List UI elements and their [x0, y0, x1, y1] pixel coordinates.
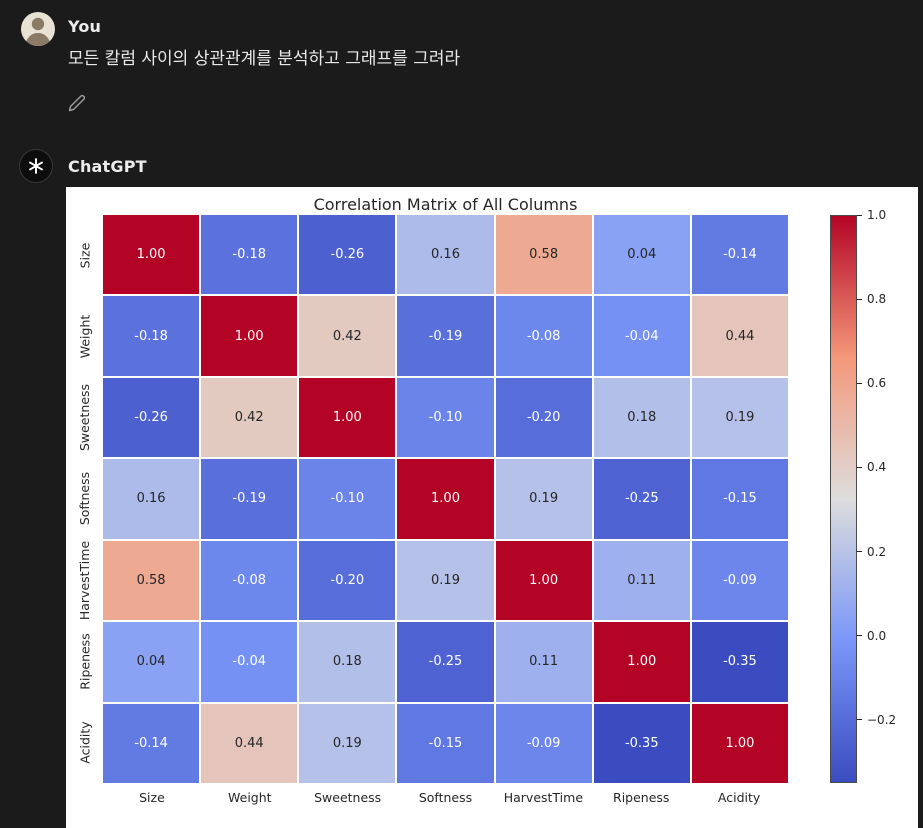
heatmap-cell-Weight-Weight: 1.00 — [201, 296, 298, 376]
y-axis-label-Sweetness: Sweetness — [77, 384, 93, 452]
heatmap-cell-HarvestTime-Ripeness: 0.11 — [593, 540, 690, 621]
heatmap-cell-Weight-Ripeness: -0.04 — [593, 296, 690, 376]
heatmap-cell-Size-Ripeness: 0.04 — [593, 215, 690, 295]
heatmap-cell-Sweetness-Size: -0.26 — [103, 377, 200, 458]
x-axis-label-Sweetness: Sweetness — [314, 790, 382, 805]
heatmap-cell-Sweetness-Ripeness: 0.18 — [593, 377, 690, 458]
heatmap-cell-Sweetness-Acidity: 0.19 — [691, 377, 788, 458]
heatmap-cell-Acidity-Acidity: 1.00 — [691, 703, 788, 783]
heatmap-cell-Ripeness-Size: 0.04 — [103, 622, 200, 702]
heatmap-cell-Size-Weight: -0.18 — [201, 215, 298, 295]
heatmap-cell-Ripeness-Sweetness: 0.18 — [299, 622, 396, 702]
y-axis-label-Ripeness: Ripeness — [77, 633, 93, 690]
heatmap-cell-Sweetness-Weight: 0.42 — [201, 377, 298, 458]
colorbar-tick-0.8: 0.8 — [857, 292, 886, 306]
heatmap-cell-Acidity-Sweetness: 0.19 — [299, 703, 396, 783]
heatmap-cell-Weight-Softness: -0.19 — [397, 296, 494, 376]
heatmap-cell-Weight-Size: -0.18 — [103, 296, 200, 376]
heatmap-cell-Weight-HarvestTime: -0.08 — [495, 296, 592, 376]
heatmap-cell-Acidity-Ripeness: -0.35 — [593, 703, 690, 783]
colorbar-gradient — [830, 215, 857, 783]
colorbar-tick-0.6: 0.6 — [857, 376, 886, 390]
heatmap-cell-Weight-Sweetness: 0.42 — [299, 296, 396, 376]
heatmap-cell-Softness-Acidity: -0.15 — [691, 459, 788, 539]
correlation-heatmap-image[interactable]: Correlation Matrix of All Columns Size We… — [66, 187, 918, 828]
y-axis-label-HarvestTime: HarvestTime — [77, 540, 93, 620]
heatmap-cell-HarvestTime-Sweetness: -0.20 — [299, 540, 396, 621]
heatmap-cell-HarvestTime-Softness: 0.19 — [397, 540, 494, 621]
heatmap-cell-Softness-Softness: 1.00 — [397, 459, 494, 539]
heatmap-cell-Sweetness-Sweetness: 1.00 — [299, 377, 396, 458]
heatmap-cell-Size-Size: 1.00 — [103, 215, 200, 295]
edit-pencil-icon — [68, 94, 86, 112]
heatmap-cell-Size-Acidity: -0.14 — [691, 215, 788, 295]
heatmap-cell-Softness-HarvestTime: 0.19 — [495, 459, 592, 539]
heatmap-cell-Softness-Ripeness: -0.25 — [593, 459, 690, 539]
y-axis-label-Softness: Softness — [77, 472, 93, 526]
x-axis-label-Softness: Softness — [418, 790, 473, 805]
heatmap-cell-Size-Softness: 0.16 — [397, 215, 494, 295]
user-message-text: 모든 칼럼 사이의 상관관계를 분석하고 그래프를 그려라 — [68, 49, 461, 69]
heatmap-cell-Softness-Size: 0.16 — [103, 459, 200, 539]
heatmap-cell-Size-Sweetness: -0.26 — [299, 215, 396, 295]
heatmap-cell-Acidity-HarvestTime: -0.09 — [495, 703, 592, 783]
chart-title: Correlation Matrix of All Columns — [313, 195, 578, 214]
colorbar: 1.0 0.8 0.6 0.4 0.2 0.0 −0.2 — [830, 208, 920, 783]
heatmap-cell-HarvestTime-Size: 0.58 — [103, 540, 200, 621]
chatgpt-avatar — [19, 149, 53, 183]
heatmap-grid: 1.00 -0.18 -0.26 0.16 0.58 0.04 -0.14 -0.18 1.00… — [103, 215, 788, 783]
assistant-name: ChatGPT — [68, 157, 147, 176]
colorbar-tick-0.2: 0.2 — [857, 545, 886, 559]
x-axis-label-Acidity: Acidity — [717, 790, 761, 805]
heatmap-cell-Ripeness-HarvestTime: 0.11 — [495, 622, 592, 702]
user-photo-icon — [24, 17, 52, 46]
heatmap-cell-HarvestTime-Weight: -0.08 — [201, 540, 298, 621]
heatmap-cell-Acidity-Softness: -0.15 — [397, 703, 494, 783]
heatmap-cell-Weight-Acidity: 0.44 — [691, 296, 788, 376]
heatmap-x-axis-labels: Size Weight Sweetness Softness HarvestTime Ri… — [103, 790, 788, 805]
heatmap-cell-Ripeness-Weight: -0.04 — [201, 622, 298, 702]
heatmap-cell-Acidity-Weight: 0.44 — [201, 703, 298, 783]
heatmap-cell-HarvestTime-HarvestTime: 1.00 — [495, 540, 592, 621]
heatmap-cell-Sweetness-Softness: -0.10 — [397, 377, 494, 458]
x-axis-label-Weight: Weight — [228, 790, 272, 805]
user-avatar — [21, 12, 55, 46]
user-name: You — [68, 17, 102, 36]
heatmap-cell-Acidity-Size: -0.14 — [103, 703, 200, 783]
heatmap-cell-Ripeness-Ripeness: 1.00 — [593, 622, 690, 702]
x-axis-label-Ripeness: Ripeness — [613, 790, 670, 805]
colorbar-tick-−0.2: −0.2 — [857, 713, 896, 727]
x-axis-label-Size: Size — [139, 790, 165, 805]
colorbar-tick-1.0: 1.0 — [857, 208, 886, 222]
colorbar-tick-0.0: 0.0 — [857, 629, 886, 643]
y-axis-label-Acidity: Acidity — [77, 721, 93, 764]
y-axis-label-Size: Size — [77, 242, 93, 269]
edit-message-button[interactable] — [64, 90, 90, 116]
heatmap-cell-HarvestTime-Acidity: -0.09 — [691, 540, 788, 621]
heatmap-cell-Ripeness-Softness: -0.25 — [397, 622, 494, 702]
x-axis-label-HarvestTime: HarvestTime — [503, 790, 584, 805]
heatmap-cell-Softness-Weight: -0.19 — [201, 459, 298, 539]
heatmap-y-axis-labels: Size Weight Sweetness Softness HarvestTime Ri… — [70, 215, 100, 783]
openai-logo-icon — [29, 158, 43, 174]
heatmap-cell-Softness-Sweetness: -0.10 — [299, 459, 396, 539]
heatmap-cell-Sweetness-HarvestTime: -0.20 — [495, 377, 592, 458]
colorbar-tick-0.4: 0.4 — [857, 460, 886, 474]
y-axis-label-Weight: Weight — [77, 314, 93, 359]
heatmap-cell-Ripeness-Acidity: -0.35 — [691, 622, 788, 702]
heatmap-cell-Size-HarvestTime: 0.58 — [495, 215, 592, 295]
